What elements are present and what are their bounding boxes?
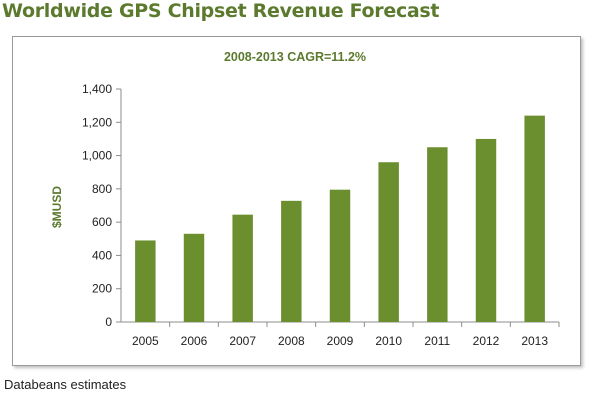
- x-tick-label: 2012: [473, 334, 500, 348]
- y-tick-label: 200: [92, 282, 112, 296]
- bar: [427, 147, 448, 322]
- y-tick-label: 1,400: [82, 82, 112, 96]
- y-tick-label: 400: [92, 248, 112, 262]
- bar: [183, 233, 205, 322]
- page-title: Worldwide GPS Chipset Revenue Forecast: [2, 0, 440, 22]
- y-tick-labels: 0 200 400 600 800 1,000 1,200 1,400: [82, 82, 112, 329]
- x-tick-label: 2010: [375, 334, 402, 348]
- bar: [281, 200, 302, 322]
- bar: [378, 162, 399, 322]
- x-tick-labels: 2005 2006 2007 2008 2009 2010 2011 2012 2013: [132, 334, 548, 348]
- x-tick-label: 2013: [521, 334, 548, 348]
- y-tick-label: 1,200: [82, 115, 112, 129]
- y-axis-label: $MUSD: [50, 186, 64, 228]
- bar-chart: 2008-2013 CAGR=11.2% $MUSD 0 200 400 600 800…: [50, 50, 560, 348]
- bar: [329, 189, 351, 322]
- bars: [135, 115, 545, 322]
- y-tick-label: 800: [92, 182, 112, 196]
- x-tick-label: 2007: [229, 334, 256, 348]
- y-tick-label: 1,000: [82, 149, 112, 163]
- y-tick-label: 600: [92, 215, 112, 229]
- x-tick-label: 2011: [424, 334, 450, 348]
- x-tick-label: 2006: [181, 334, 208, 348]
- bar: [232, 214, 253, 322]
- source-note: Databeans estimates: [4, 377, 127, 392]
- bar: [135, 240, 156, 322]
- chart-annotation: 2008-2013 CAGR=11.2%: [224, 50, 366, 64]
- bar: [475, 138, 497, 322]
- chart-frame: 2008-2013 CAGR=11.2% $MUSD 0 200 400 600 800…: [12, 36, 581, 366]
- x-tick-label: 2009: [327, 334, 354, 348]
- x-tick-label: 2005: [132, 334, 159, 348]
- bar: [524, 115, 545, 322]
- x-tick-label: 2008: [278, 334, 305, 348]
- y-tick-label: 0: [105, 315, 112, 329]
